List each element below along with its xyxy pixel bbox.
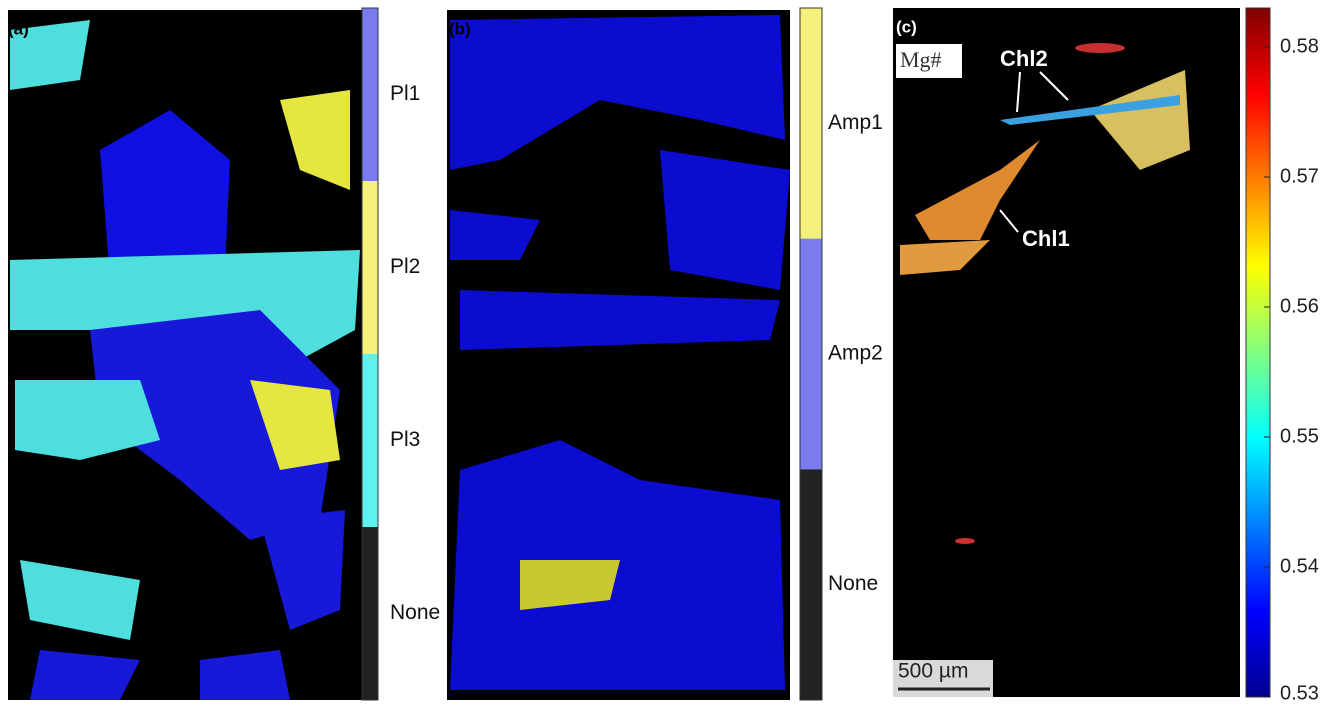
legend-label: None — [390, 601, 440, 624]
scale-bar-label: 500 µm — [898, 660, 968, 683]
colorbar — [1245, 7, 1271, 698]
colorbar-tick-label: 0.53 — [1280, 682, 1319, 704]
legend-label: Amp2 — [828, 342, 883, 365]
legend-swatch — [362, 8, 378, 181]
mg-map-c — [893, 8, 1240, 697]
legend-swatch — [362, 527, 378, 700]
quantity-label: Mg# — [900, 47, 942, 72]
legend-swatch — [800, 8, 822, 239]
legend-swatch — [800, 469, 822, 700]
colorbar-tick-label: 0.56 — [1280, 295, 1319, 317]
legend-label: Pl3 — [390, 428, 420, 451]
legend-label: Pl1 — [390, 82, 420, 105]
panel-label: (a) — [8, 19, 29, 38]
annotation: Chl2 — [1000, 46, 1048, 71]
legend-label: None — [828, 572, 878, 595]
colorbar-tick-label: 0.55 — [1280, 425, 1319, 447]
annotation: Chl1 — [1022, 226, 1070, 251]
colorbar-tick-label: 0.58 — [1280, 35, 1319, 57]
phase-map-b — [447, 10, 790, 700]
legend-swatch — [362, 354, 378, 527]
legend-swatch — [362, 181, 378, 354]
legend-swatch — [800, 238, 822, 470]
legend-frame — [361, 7, 379, 701]
legend-label: Amp1 — [828, 111, 883, 134]
legend-frame — [799, 7, 823, 701]
panel-label: (c) — [896, 17, 917, 36]
colorbar-tick-label: 0.57 — [1280, 165, 1319, 187]
phase-map-a — [8, 10, 362, 700]
legend-label: Pl2 — [390, 255, 420, 278]
colorbar-tick-label: 0.54 — [1280, 555, 1319, 577]
panel-label: (b) — [449, 19, 471, 38]
